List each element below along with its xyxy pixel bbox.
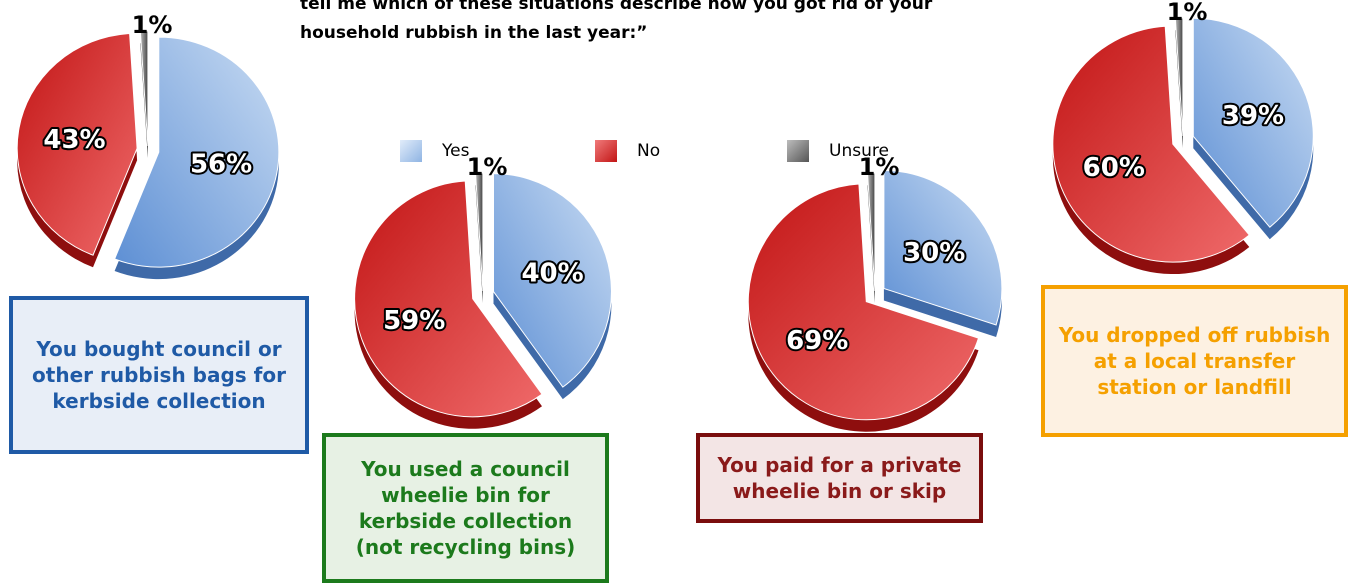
pie-0-label-no: 43% <box>43 125 105 155</box>
caption-private-bin: You paid for a private wheelie bin or sk… <box>696 433 983 523</box>
legend-label-unsure: Unsure <box>829 141 889 161</box>
legend-label-yes: Yes <box>442 141 470 161</box>
caption-bags-text: You bought council or other rubbish bags… <box>32 337 286 413</box>
survey-question: tell me which of these situations descri… <box>300 0 933 48</box>
caption-council-bin-text: You used a council wheelie bin for kerbs… <box>355 457 576 559</box>
pie-0-label-yes: 56% <box>190 149 252 179</box>
pie-2-label-unsure: 1% <box>859 153 900 181</box>
legend-swatch-unsure <box>787 140 809 162</box>
caption-council-bin: You used a council wheelie bin for kerbs… <box>322 433 609 583</box>
survey-question-line-2: household rubbish in the last year:” <box>300 23 648 43</box>
pie-1-label-unsure: 1% <box>467 153 508 181</box>
pie-3-label-no: 60% <box>1083 153 1145 183</box>
legend-item-yes: Yes <box>400 140 469 162</box>
pie-3-slice-unsure <box>1174 17 1184 137</box>
caption-transfer-station-text: You dropped off rubbish at a local trans… <box>1058 323 1331 399</box>
pie-chart-private-bin: 30% 69% 1% <box>747 153 1003 432</box>
pie-0-label-unsure: 1% <box>132 11 173 39</box>
pie-2-slice-yes <box>883 169 1003 326</box>
caption-transfer-station: You dropped off rubbish at a local trans… <box>1041 285 1348 437</box>
pie-3-label-unsure: 1% <box>1167 0 1208 26</box>
pie-1-label-yes: 40% <box>521 258 583 288</box>
pie-2-label-no: 69% <box>786 326 848 356</box>
pie-1-label-no: 59% <box>383 306 445 336</box>
pie-2-label-yes: 30% <box>903 238 965 268</box>
pie-3-slice-yes <box>1192 17 1314 228</box>
pie-0-slice-no <box>16 32 138 256</box>
caption-private-bin-text: You paid for a private wheelie bin or sk… <box>717 453 962 503</box>
legend-label-no: No <box>637 141 661 161</box>
caption-bags: You bought council or other rubbish bags… <box>9 296 309 454</box>
pie-chart-transfer-station: 39% 60% 1% <box>1052 0 1314 275</box>
pie-1-slice-no <box>354 180 543 418</box>
legend-swatch-yes <box>400 140 422 162</box>
survey-question-line-1: tell me which of these situations descri… <box>300 0 933 14</box>
pie-3-slice-no <box>1052 25 1251 263</box>
legend-item-unsure: Unsure <box>787 140 889 162</box>
legend-item-no: No <box>595 140 660 162</box>
pie-0-slice-unsure <box>139 30 149 147</box>
pie-2-slice-unsure <box>866 172 876 292</box>
pie-1-slice-yes <box>493 173 612 388</box>
pie-3-label-yes: 39% <box>1222 101 1284 131</box>
pie-chart-bags: 56% 43% 1% <box>16 11 280 280</box>
pie-chart-council-bin: 40% 59% 1% <box>354 153 612 429</box>
pie-2-slice-no <box>747 183 980 421</box>
legend-swatch-no <box>595 140 617 162</box>
pie-0-slice-yes <box>113 36 280 268</box>
pie-1-slice-unsure <box>474 172 484 292</box>
